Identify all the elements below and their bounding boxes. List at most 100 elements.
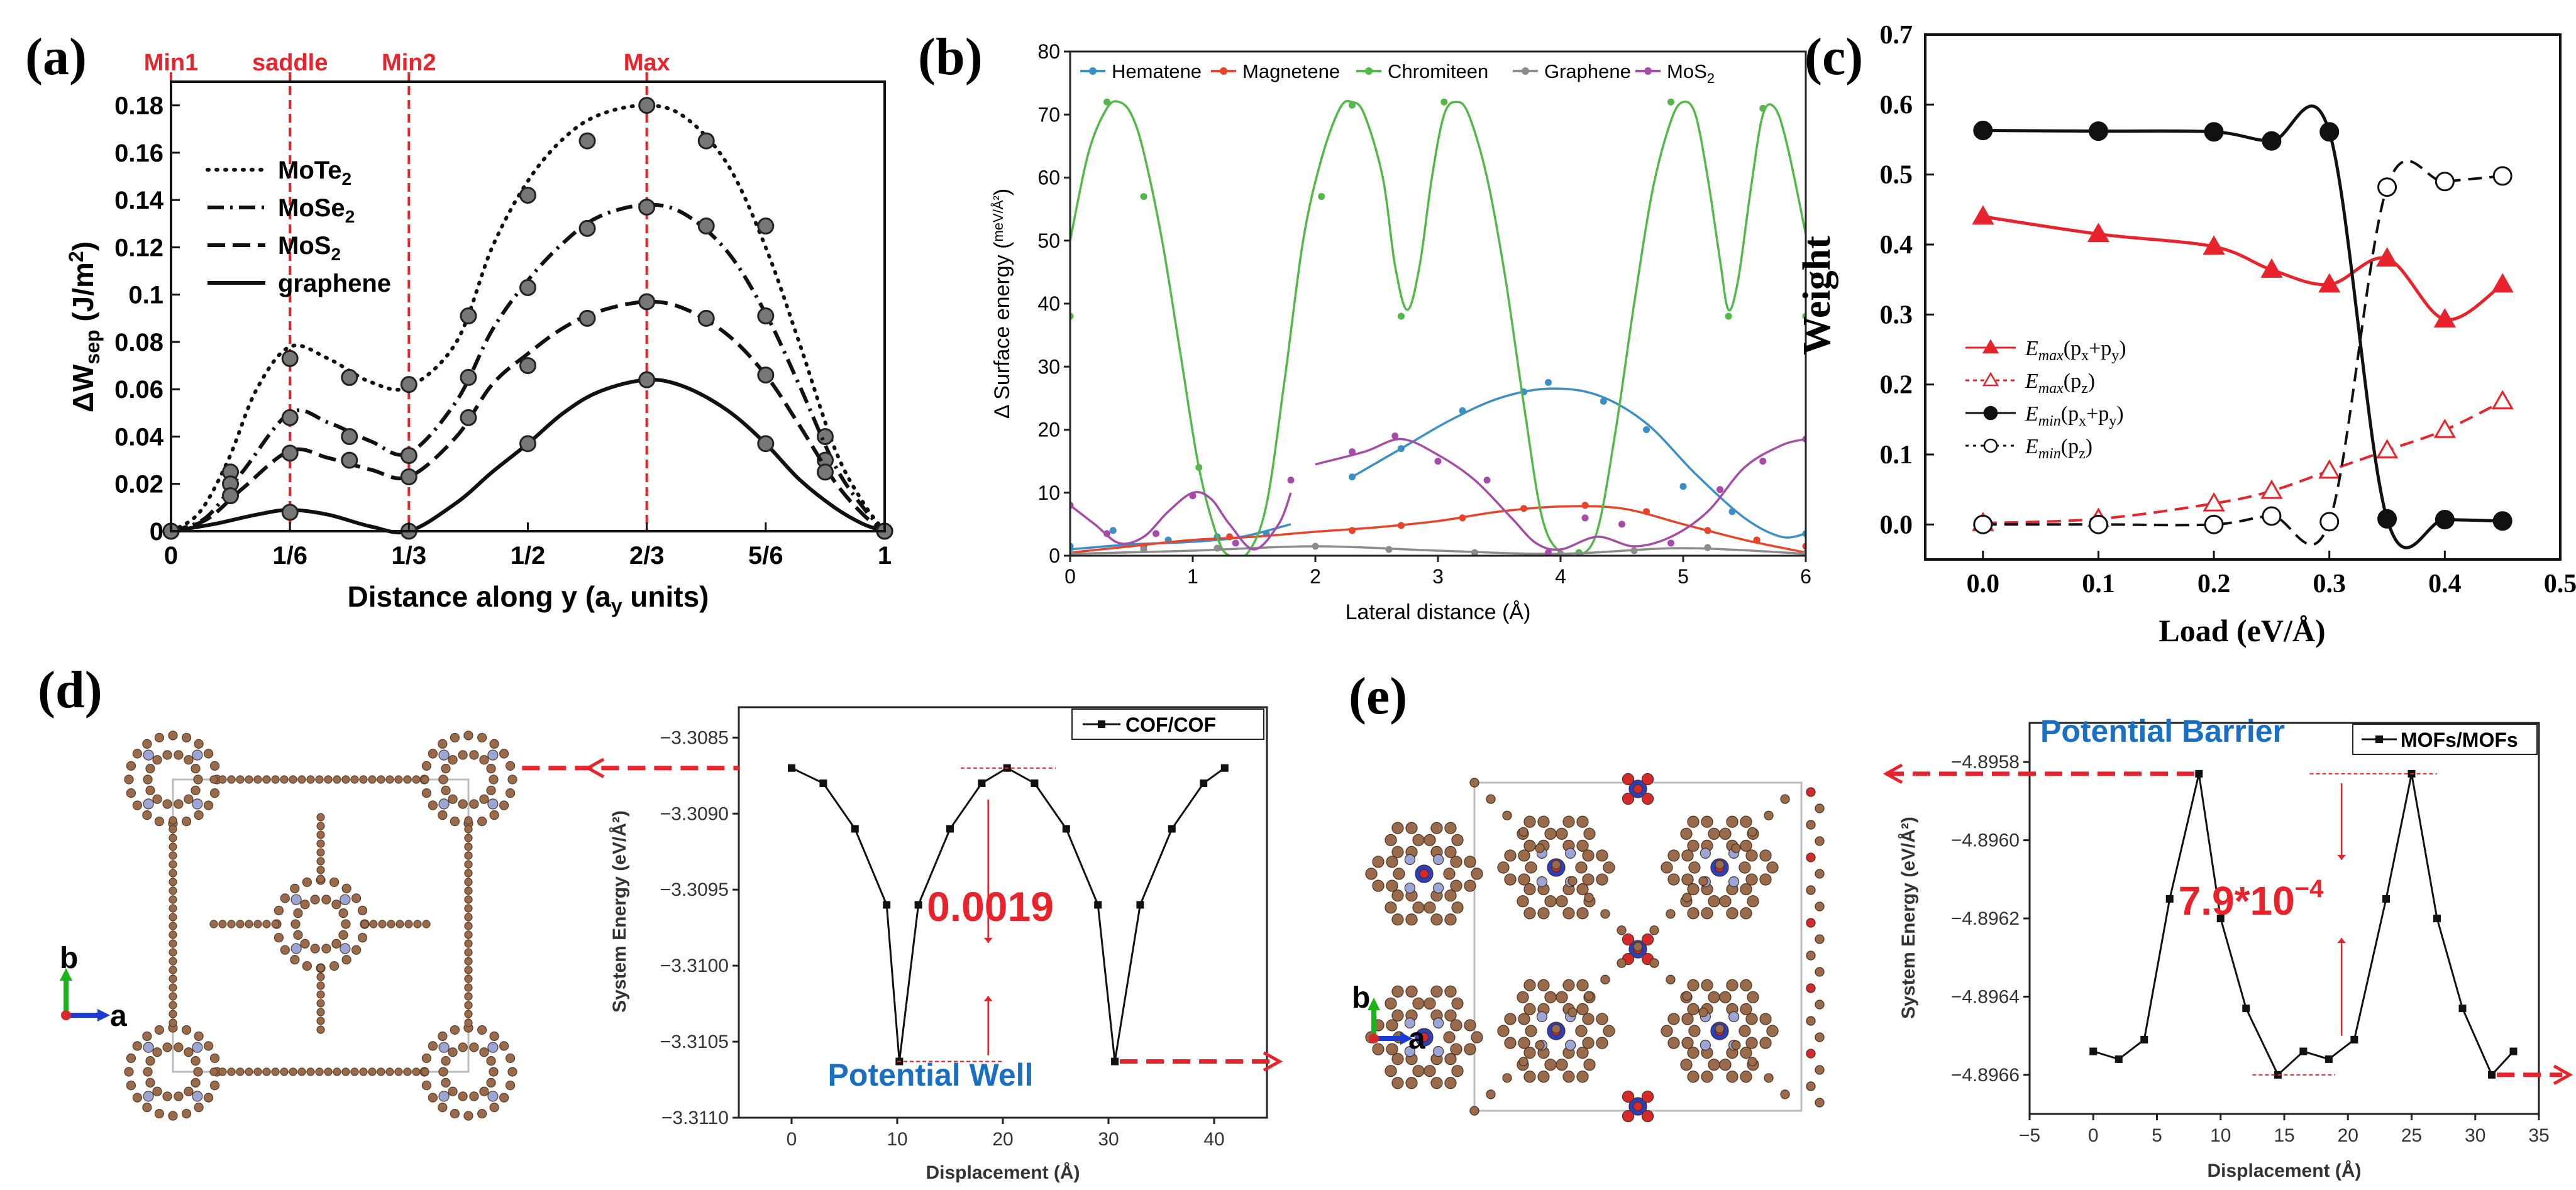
atom <box>1385 834 1397 846</box>
atom <box>1576 979 1589 991</box>
data-point-mos2 <box>341 451 358 469</box>
atom <box>1517 895 1529 908</box>
atom <box>306 1067 315 1076</box>
chart-d-legend: COF/COF <box>1071 708 1264 740</box>
legend-label: Chromiteen <box>1388 60 1488 82</box>
x-tick-label: 0.2 <box>2197 570 2231 598</box>
atom <box>1405 913 1418 926</box>
atom <box>1687 1071 1700 1083</box>
chart-e: −5 0 5 10 15 20 25 30 35 −4.8958 −4.8960 −4.8962 −4.… <box>1882 713 2573 1181</box>
atom <box>479 1047 489 1057</box>
atom <box>169 1010 177 1018</box>
data-point-emax(pz) <box>2318 459 2341 479</box>
atom <box>1764 1073 1774 1083</box>
atom <box>1423 997 1436 1010</box>
atom <box>204 1041 214 1051</box>
atom <box>162 1091 172 1101</box>
x-tick-label: 6 <box>1800 565 1811 588</box>
atom <box>302 961 312 971</box>
atom <box>1464 879 1476 892</box>
atom <box>184 794 194 804</box>
data-point-mote2 <box>697 132 715 150</box>
atom <box>1386 856 1398 868</box>
atom <box>169 860 177 869</box>
atom <box>124 774 134 785</box>
atom <box>162 799 172 809</box>
data-point-mos2 <box>1287 477 1295 484</box>
atom <box>1740 1047 1752 1059</box>
atom <box>505 1081 516 1091</box>
atom <box>1502 810 1512 820</box>
data-point-cof <box>1062 825 1070 833</box>
atom <box>321 944 331 954</box>
atom <box>499 749 509 759</box>
data-point-mos2 <box>1716 486 1723 493</box>
atom <box>191 1077 201 1088</box>
atom <box>209 761 220 771</box>
chart-d-ylabel: System Energy (eV/Å²) <box>609 810 630 1013</box>
atom <box>218 775 227 784</box>
atom <box>359 1067 368 1076</box>
atom <box>438 1042 450 1053</box>
atom <box>1687 1047 1700 1059</box>
axis-label-b: b <box>60 942 78 975</box>
y-tick-label: 0.4 <box>1880 231 1913 260</box>
atom <box>271 775 280 784</box>
atom <box>464 834 473 842</box>
atom <box>316 1016 325 1025</box>
atom <box>450 732 460 743</box>
atom <box>1759 1037 1772 1049</box>
atom <box>169 869 177 878</box>
atom <box>1681 1037 1694 1049</box>
atom <box>464 842 473 851</box>
atom <box>351 945 362 955</box>
atom <box>1759 849 1772 862</box>
atom <box>209 1053 220 1063</box>
data-point-emax(px+py) <box>1972 205 1994 225</box>
atom <box>341 775 350 784</box>
data-point-emin(pz) <box>2262 506 2282 526</box>
data-point-graphene <box>281 504 299 521</box>
atom <box>209 1081 220 1091</box>
atom <box>1622 1110 1635 1123</box>
atom <box>1450 1019 1462 1032</box>
x-tick-label: 0.3 <box>2313 570 2346 598</box>
atom <box>1412 997 1425 1010</box>
atom <box>1740 1071 1752 1083</box>
atom <box>331 900 341 910</box>
atom <box>227 1067 236 1076</box>
chart-a-ylabel: ΔWsep (J/m2) <box>65 241 104 412</box>
atom <box>1667 849 1680 862</box>
data-point-mof <box>2350 1035 2358 1044</box>
atom <box>1423 1065 1436 1077</box>
atom <box>1582 1037 1595 1049</box>
atom <box>1747 1057 1757 1067</box>
data-point-mos2 <box>757 366 775 384</box>
y-tick-label: 0.14 <box>114 187 164 214</box>
panel-label-c: (c) <box>1805 28 1863 86</box>
atom <box>1451 1065 1464 1077</box>
data-point-mos2 <box>638 293 656 311</box>
legend-label: MoS2 <box>278 232 341 264</box>
atom <box>1412 1065 1425 1077</box>
atom <box>192 749 203 761</box>
atom <box>1682 893 1692 903</box>
axis-indicator-e: b a <box>1352 981 1425 1055</box>
atom <box>169 930 177 939</box>
atom <box>464 913 473 922</box>
atom <box>1649 958 1659 968</box>
x-tick-label: 1/3 <box>392 542 427 570</box>
atom <box>479 794 489 804</box>
atom <box>338 930 348 940</box>
chart-b-series <box>1070 98 1806 556</box>
atom <box>489 1031 499 1041</box>
atom <box>1641 792 1654 805</box>
atom <box>1596 1037 1608 1049</box>
atom <box>1556 895 1568 908</box>
atom <box>421 775 429 784</box>
atom <box>126 1081 136 1091</box>
atom <box>1517 991 1529 1003</box>
atom <box>1708 827 1720 840</box>
atom <box>306 775 315 784</box>
